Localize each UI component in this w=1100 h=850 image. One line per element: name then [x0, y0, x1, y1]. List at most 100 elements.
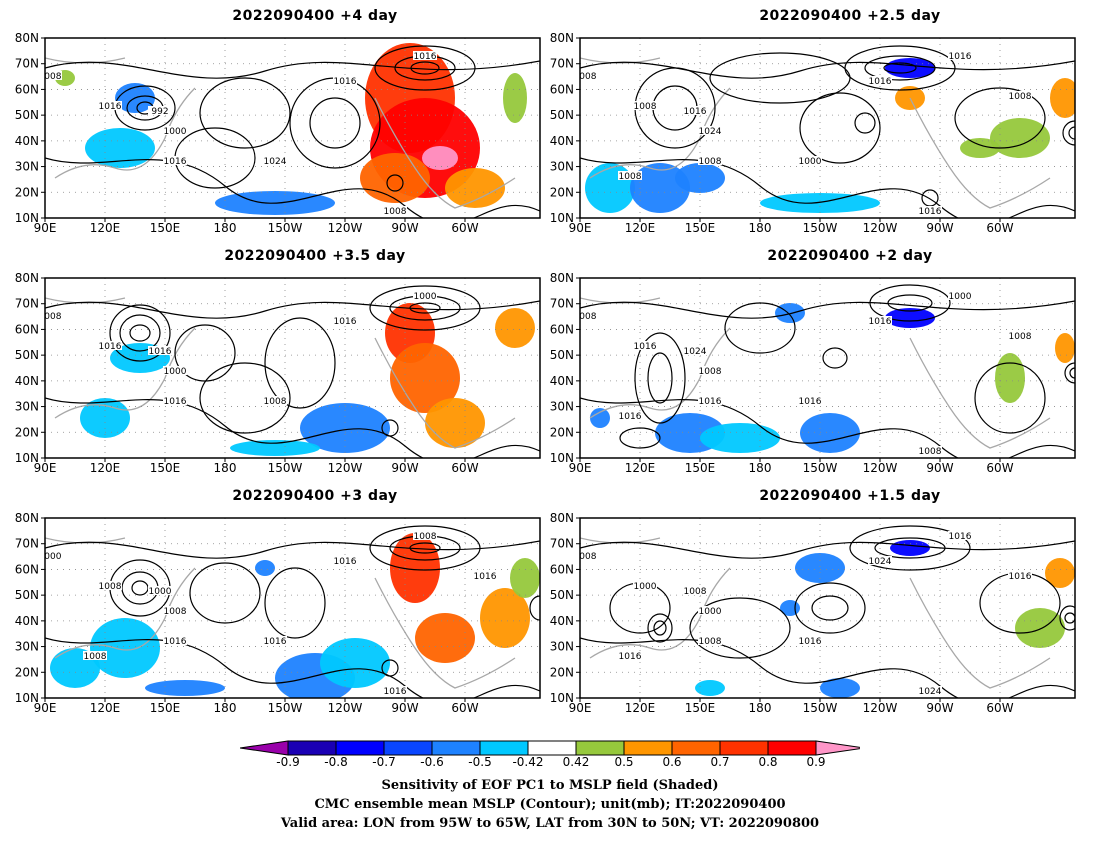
- contour-label: 1016: [699, 397, 722, 407]
- latitude-label: 60N: [550, 562, 574, 576]
- contour-label: 1016: [619, 652, 642, 662]
- sensitivity-shading: [990, 118, 1050, 158]
- latitude-label: 10N: [15, 691, 39, 705]
- contour-label: 1008: [574, 72, 597, 82]
- longitude-label: 120W: [863, 221, 898, 235]
- latitude-label: 80N: [15, 271, 39, 285]
- colorbar-segment: [383, 740, 433, 756]
- sensitivity-shading: [445, 168, 505, 208]
- longitude-label: 90W: [926, 221, 953, 235]
- contour-label: 1008: [164, 607, 187, 617]
- sensitivity-shading: [480, 588, 530, 648]
- panel-title: 2022090400 +3 day: [232, 488, 398, 504]
- sensitivity-shading: [700, 423, 780, 453]
- mslp-contour: [45, 300, 540, 458]
- colorbar-segment: [815, 740, 860, 756]
- contour-label: 1000: [699, 607, 722, 617]
- contour-label: 992: [151, 107, 168, 117]
- latitude-label: 30N: [550, 640, 574, 654]
- sensitivity-shading: [422, 146, 458, 170]
- sensitivity-shading: [1015, 608, 1065, 648]
- latitude-label: 20N: [550, 185, 574, 199]
- mslp-contour: [1069, 367, 1075, 379]
- contour-label: 1016: [799, 637, 822, 647]
- longitude-label: 150E: [685, 221, 716, 235]
- contour-label: 1016: [334, 557, 357, 567]
- latitude-label: 50N: [550, 588, 574, 602]
- contour-label: 1000: [799, 157, 822, 167]
- longitude-label: 150E: [685, 461, 716, 475]
- mslp-contour: [849, 525, 971, 571]
- contour-label: 1008: [1009, 92, 1032, 102]
- latitude-label: 30N: [550, 400, 574, 414]
- contour-label: 1008: [699, 367, 722, 377]
- panel-plus1-5day: 2022090400 +1.5 day 1008 1000 1008 1016 1016…: [550, 488, 1100, 718]
- sensitivity-shading: [255, 560, 275, 576]
- contour-label: 1016: [164, 157, 187, 167]
- longitude-label: 180: [749, 701, 772, 715]
- mslp-contour: [386, 174, 404, 192]
- contour-label: 1008: [99, 582, 122, 592]
- latitude-label: 70N: [15, 57, 39, 71]
- sensitivity-shading: [510, 558, 540, 598]
- latitude-label: 50N: [550, 348, 574, 362]
- colorbar-segment: [671, 740, 721, 756]
- mslp-contour: [199, 77, 291, 149]
- panel-plus3-5day: 2022090400 +3.5 day 1008 1016 1016 1000 1008…: [15, 248, 585, 478]
- caption-line-1: Sensitivity of EOF PC1 to MSLP field (Sh…: [381, 778, 719, 793]
- latitude-label: 60N: [15, 562, 39, 576]
- mslp-contour: [580, 300, 1075, 458]
- longitude-label: 120E: [90, 461, 121, 475]
- latitude-label: 10N: [15, 211, 39, 225]
- contour-label: 1000: [164, 367, 187, 377]
- contour-label: 1016: [334, 317, 357, 327]
- longitude-label: 120E: [90, 221, 121, 235]
- contour-label: 1008: [1009, 332, 1032, 342]
- sensitivity-map: 1008 1000 1008 1016 1016 1000 1008 1024 1024 1016…: [550, 511, 1076, 715]
- latitude-label: 20N: [550, 425, 574, 439]
- sensitivity-shading: [230, 440, 320, 456]
- sensitivity-shading: [1055, 333, 1075, 363]
- longitude-label: 90E: [34, 701, 57, 715]
- mslp-contour: [647, 352, 673, 404]
- longitude-label: 150W: [803, 461, 838, 475]
- longitude-label: 120E: [625, 221, 656, 235]
- longitude-label: 120W: [328, 701, 363, 715]
- sensitivity-shading: [800, 413, 860, 453]
- sensitivity-shading: [885, 308, 935, 328]
- latitude-label: 60N: [550, 322, 574, 336]
- sensitivity-shading: [390, 533, 440, 603]
- mslp-contour: [799, 92, 881, 164]
- sensitivity-shading: [1050, 78, 1075, 118]
- longitude-label: 60W: [986, 461, 1013, 475]
- mslp-contour: [1068, 126, 1075, 140]
- colorbar-segment: [287, 740, 337, 756]
- sensitivity-map: 1008 1016 1016 1000 1016 1008 1024 1016 1008 1008…: [550, 271, 1076, 475]
- longitude-label: 90W: [926, 701, 953, 715]
- mslp-contour: [724, 302, 796, 354]
- sensitivity-shading: [145, 680, 225, 696]
- contour-label: 1008: [699, 637, 722, 647]
- panel-plus4day: 2022090400 +4 day 1008 1016 1016 1016 1024 10…: [15, 8, 585, 238]
- sensitivity-shading: [425, 398, 485, 448]
- longitude-label: 60W: [451, 701, 478, 715]
- contour-label: 1000: [414, 292, 437, 302]
- panel-title: 2022090400 +2.5 day: [759, 8, 941, 24]
- contour-label: 1008: [384, 207, 407, 217]
- longitude-label: 120E: [625, 701, 656, 715]
- coastline: [580, 537, 1051, 689]
- sensitivity-shading: [495, 308, 535, 348]
- latitude-label: 50N: [550, 108, 574, 122]
- mslp-contour: [45, 540, 540, 698]
- longitude-label: 90E: [569, 221, 592, 235]
- latitude-label: 70N: [550, 537, 574, 551]
- mslp-contour: [580, 540, 1075, 698]
- sensitivity-shading: [795, 553, 845, 583]
- mslp-contour: [709, 52, 851, 104]
- longitude-label: 150E: [150, 221, 181, 235]
- contour-label: 1000: [39, 552, 62, 562]
- latitude-label: 40N: [550, 614, 574, 628]
- colorbar-segment: [623, 740, 673, 756]
- latitude-label: 70N: [15, 537, 39, 551]
- contour-label: 1000: [949, 292, 972, 302]
